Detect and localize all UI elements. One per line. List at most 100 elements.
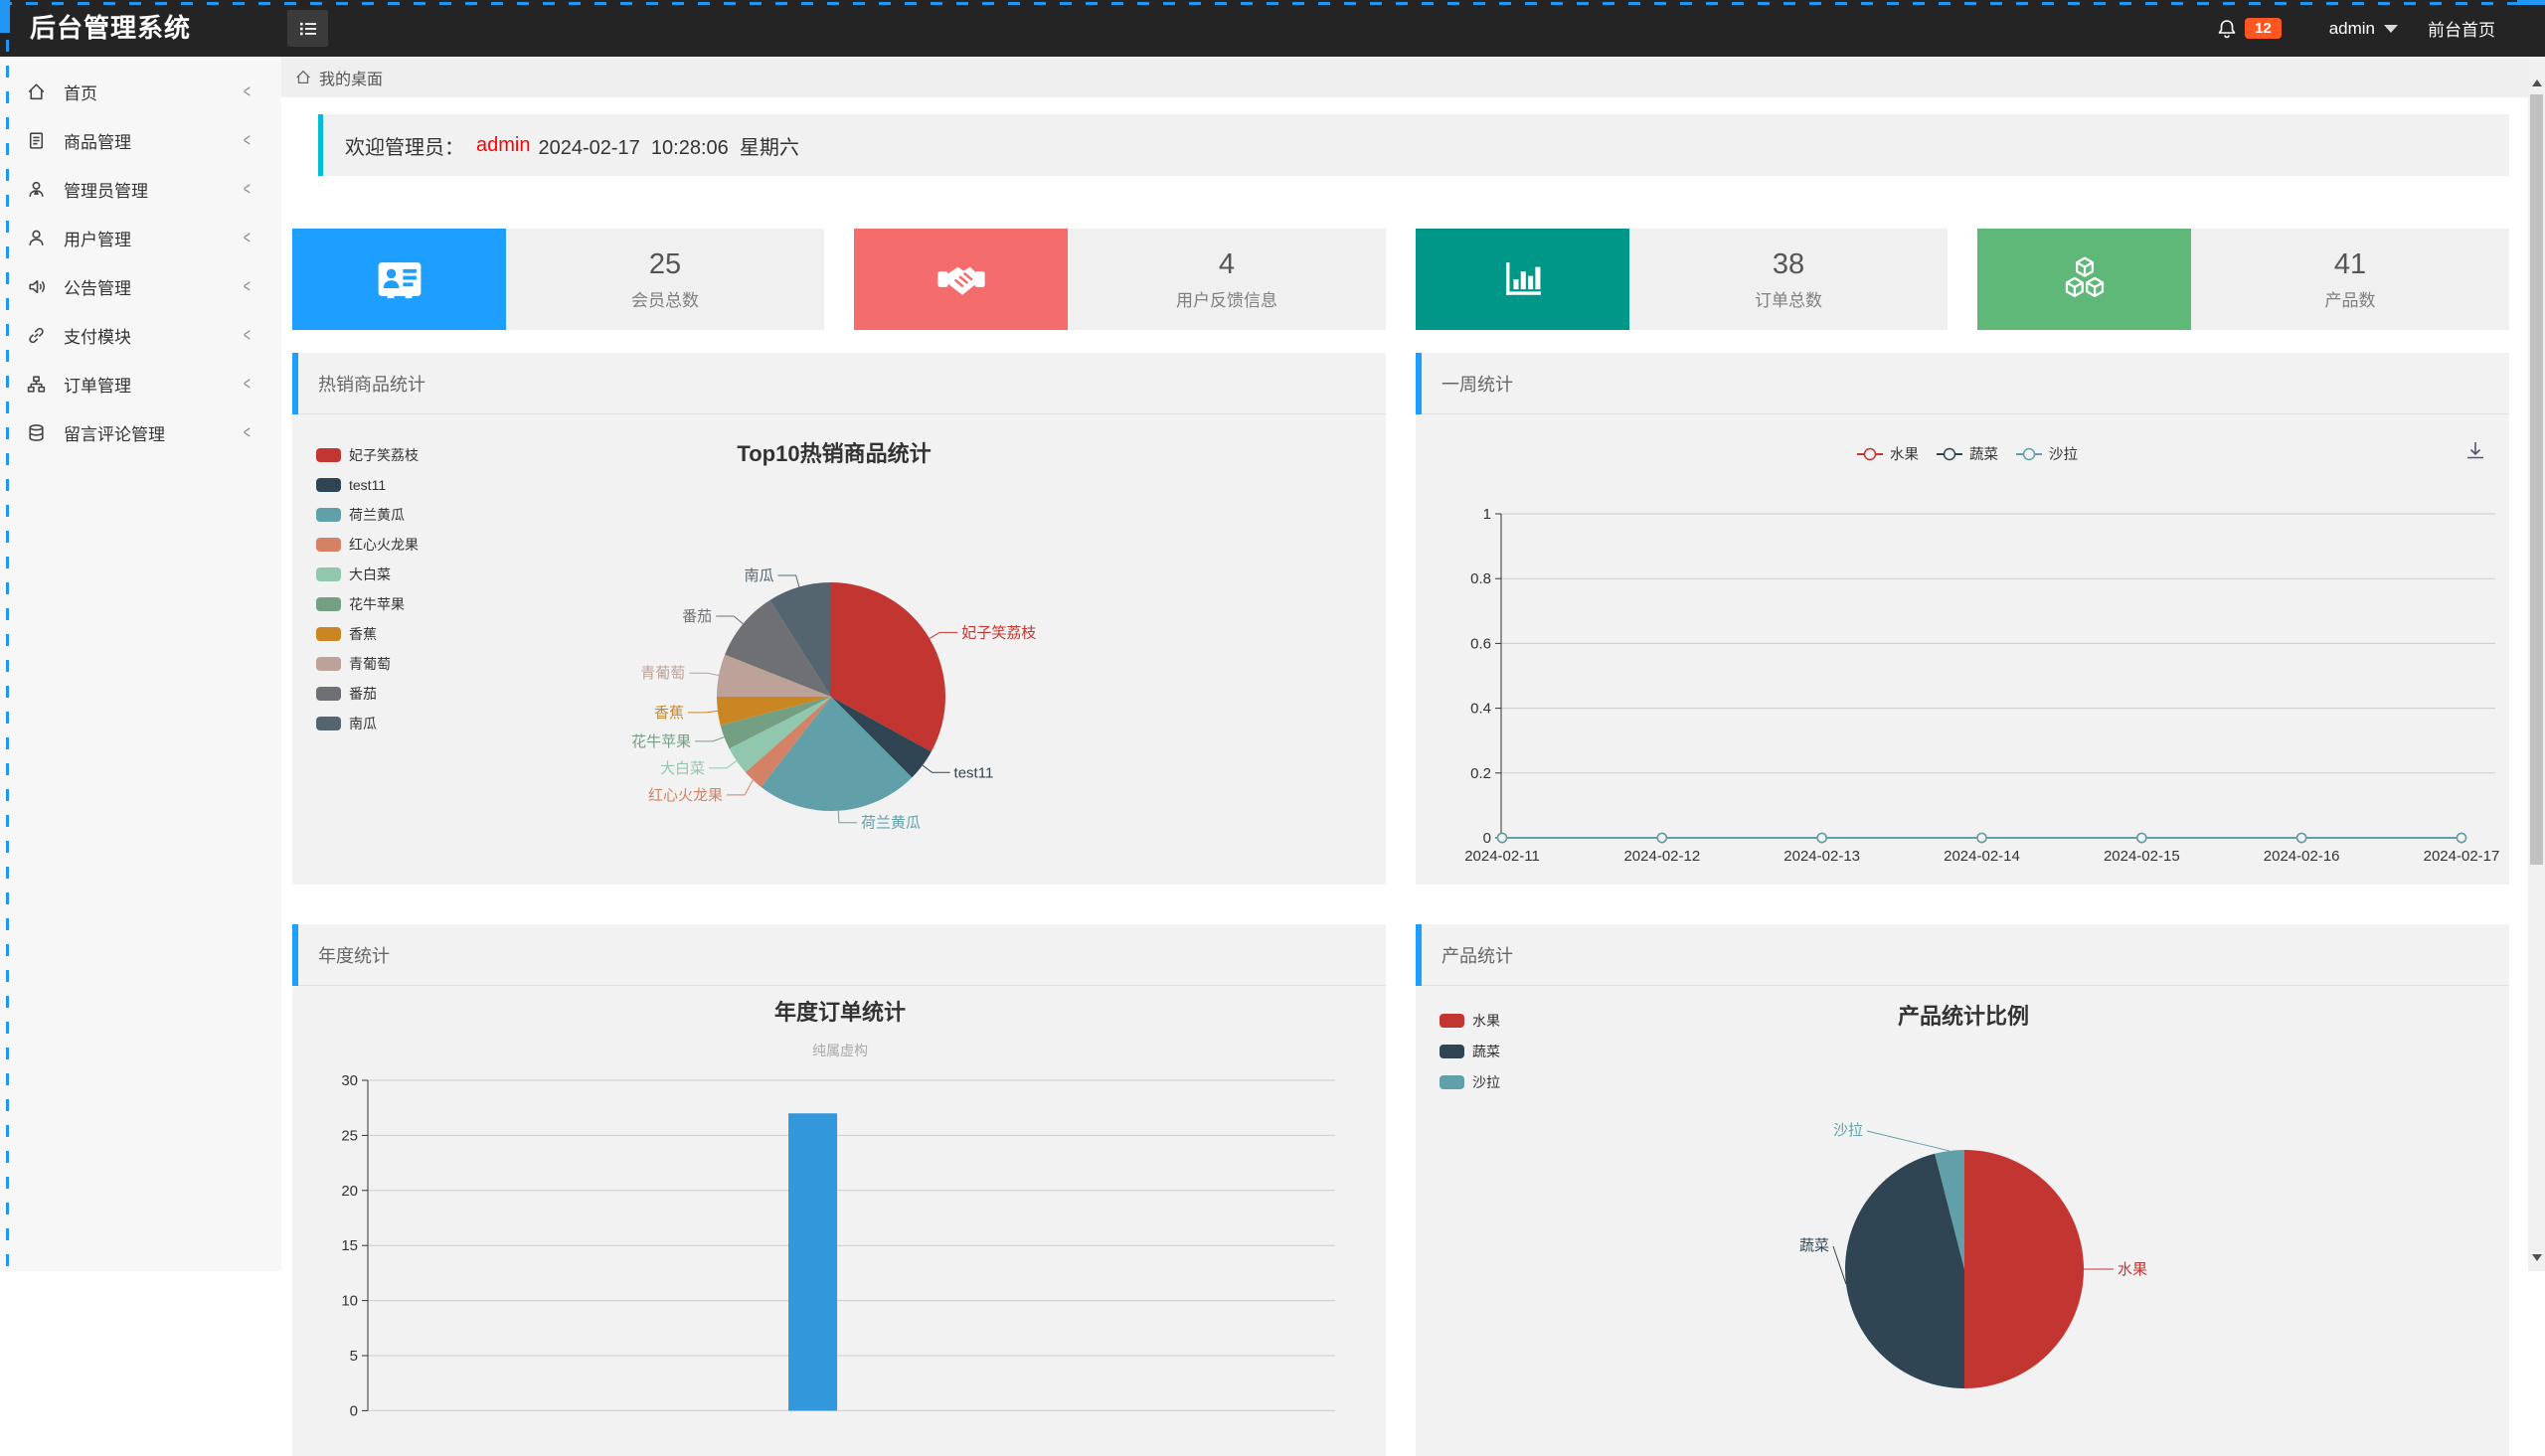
pie-label-line — [708, 760, 738, 769]
stat-label: 订单总数 — [1755, 290, 1822, 310]
x-tick-label: 2024-02-12 — [1623, 848, 1700, 865]
stat-card-1[interactable]: 25 会员总数 — [292, 229, 824, 330]
legend-swatch[interactable] — [316, 448, 341, 462]
pie-slice[interactable] — [769, 582, 831, 697]
legend-label: 荷兰黄瓜 — [349, 507, 405, 523]
user-menu[interactable]: admin — [2329, 19, 2398, 39]
x-tick-label: 2024-02-13 — [1783, 848, 1860, 865]
panel-accent — [1416, 353, 1422, 414]
y-tick-label: 0.4 — [1470, 701, 1491, 718]
download-icon[interactable] — [2467, 442, 2483, 459]
legend-swatch[interactable] — [316, 687, 341, 701]
stat-card-4[interactable]: 41 产品数 — [1977, 229, 2509, 330]
legend-swatch[interactable] — [316, 657, 341, 671]
legend-label: 香蕉 — [349, 626, 377, 642]
legend-marker[interactable] — [1863, 447, 1877, 461]
legend-label: 妃子笑荔枝 — [349, 447, 419, 463]
stat-card-3[interactable]: 38 订单总数 — [1416, 229, 1948, 330]
pie-label-line — [695, 736, 725, 742]
panel-title: 年度统计 — [318, 945, 390, 966]
legend-swatch[interactable] — [316, 717, 341, 730]
speaker-icon — [29, 279, 45, 294]
pie-slice[interactable] — [720, 697, 831, 749]
pie-label: 香蕉 — [654, 705, 684, 722]
sidebar-item-label: 订单管理 — [64, 377, 131, 396]
legend-swatch[interactable] — [316, 567, 341, 581]
pie-label-line — [1866, 1130, 1951, 1152]
x-tick-label: 2024-02-16 — [2264, 848, 2340, 865]
pie-label: 红心火龙果 — [648, 787, 723, 804]
bar[interactable] — [788, 1113, 838, 1411]
sidebar-item-4[interactable]: 用户管理 < — [0, 214, 281, 262]
legend-swatch[interactable] — [316, 597, 341, 611]
pie-label-line — [777, 574, 800, 587]
data-point[interactable] — [1656, 832, 1668, 844]
pie-slice[interactable] — [717, 697, 831, 726]
legend-swatch[interactable] — [316, 538, 341, 552]
legend-label: 沙拉 — [1472, 1074, 1500, 1090]
legend-marker[interactable] — [2022, 447, 2036, 461]
pie-slice[interactable] — [725, 599, 831, 697]
pie-slice[interactable] — [761, 697, 913, 811]
sidebar-item-2[interactable]: 商品管理 < — [0, 116, 281, 165]
notification-badge[interactable]: 12 — [2245, 18, 2282, 39]
pie-slice[interactable] — [831, 697, 932, 778]
scrollbar-down-arrow[interactable] — [2532, 1254, 2542, 1261]
legend-marker[interactable] — [1943, 447, 1956, 461]
handshake-icon — [854, 229, 1068, 330]
pie-slice[interactable] — [831, 582, 945, 752]
sidebar-item-8[interactable]: 留言评论管理 < — [0, 408, 281, 457]
pie-label: 荷兰黄瓜 — [861, 815, 921, 832]
pie-label: 妃子笑荔枝 — [961, 624, 1036, 641]
data-point[interactable] — [2456, 832, 2467, 844]
legend-swatch[interactable] — [316, 478, 341, 492]
panel-week-stats: 一周统计 1 0.8 0.6 0.4 0.2 0 2024-02-11 2024-02-12 2… — [1416, 353, 2509, 885]
sidebar-item-6[interactable]: 支付模块 < — [0, 311, 281, 360]
data-point[interactable] — [2295, 832, 2307, 844]
scrollbar-up-arrow[interactable] — [2532, 80, 2542, 86]
pie-slice[interactable] — [1964, 1150, 2084, 1388]
legend-label: 青葡萄 — [349, 656, 391, 672]
sidebar-item-7[interactable]: 订单管理 < — [0, 360, 281, 408]
data-point[interactable] — [1976, 832, 1987, 844]
legend-swatch[interactable] — [1440, 1014, 1464, 1028]
sidebar: 首页 < 商品管理 < 管理员管理 < 用户管理 < 公告管理 < 支付模块 < 订单管理 < 留言评论管理… — [0, 57, 281, 1271]
pie-label-line — [929, 631, 958, 639]
legend-swatch[interactable] — [316, 627, 341, 641]
pie-slice[interactable] — [745, 697, 831, 787]
pie-label: 大白菜 — [660, 760, 705, 777]
pie-slice[interactable] — [717, 654, 831, 697]
chevron-left-icon: < — [244, 422, 252, 443]
scrollbar-thumb[interactable] — [2530, 94, 2543, 865]
menu-toggle-button[interactable] — [287, 10, 328, 47]
x-tick-label: 2024-02-14 — [1944, 848, 2020, 865]
stat-label: 会员总数 — [631, 290, 699, 310]
legend-swatch[interactable] — [316, 508, 341, 522]
frontend-home-link[interactable]: 前台首页 — [2428, 21, 2495, 40]
sidebar-item-5[interactable]: 公告管理 < — [0, 262, 281, 311]
sidebar-item-1[interactable]: 首页 < — [0, 68, 281, 116]
pie-slice[interactable] — [729, 697, 831, 773]
legend-swatch[interactable] — [1440, 1075, 1464, 1089]
pie-label: 南瓜 — [745, 567, 774, 584]
panel-hot-products: 热销商品统计 Top10热销商品统计 妃子笑荔枝 test11 荷兰黄瓜 红心火龙果 大白… — [292, 353, 1386, 885]
notification-bell-icon[interactable] — [2215, 17, 2239, 41]
panel-accent — [292, 924, 298, 986]
stat-card-2[interactable]: 4 用户反馈信息 — [854, 229, 1386, 330]
legend-swatch[interactable] — [1440, 1045, 1464, 1058]
pie-label-line — [1832, 1245, 1847, 1285]
sidebar-item-3[interactable]: 管理员管理 < — [0, 165, 281, 214]
y-tick-label: 0.2 — [1470, 765, 1491, 782]
data-point[interactable] — [1816, 832, 1827, 844]
chevron-left-icon: < — [244, 228, 252, 248]
chevron-left-icon: < — [244, 276, 252, 297]
pie-label: test11 — [954, 764, 994, 781]
pie-slice[interactable] — [1935, 1150, 1964, 1269]
data-point[interactable] — [2136, 832, 2147, 844]
top10-pie-chart[interactable]: Top10热销商品统计妃子笑荔枝test11荷兰黄瓜红心火龙果大白菜花牛苹果香蕉… — [292, 414, 1386, 885]
welcome-banner: 欢迎管理员： admin 2024-02-17 10:28:06 星期六 — [318, 114, 2509, 176]
data-point[interactable] — [1496, 832, 1508, 844]
